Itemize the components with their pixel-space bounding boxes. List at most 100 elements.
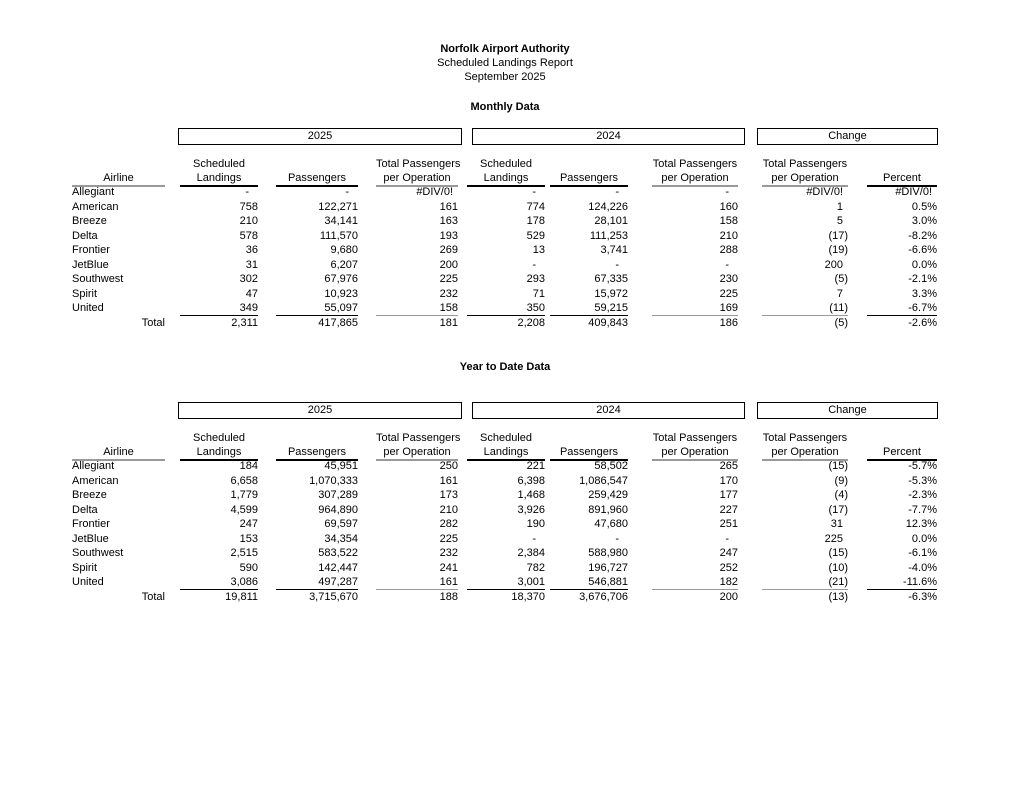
ytd-table: 2025 2024 Change Scheduled Total Passeng… <box>0 402 1025 604</box>
table-cell: 225 <box>719 287 738 300</box>
table-cell: 782 <box>526 561 545 574</box>
col-header-scheduled: Scheduled <box>193 432 245 444</box>
table-cell: 15,972 <box>594 287 628 300</box>
table-cell: 302 <box>239 273 258 285</box>
table-cell: 259,429 <box>588 489 628 501</box>
table-cell: 160 <box>719 200 738 213</box>
col-header-total-passengers: Total Passengers <box>376 432 461 444</box>
table-cell: 583,522 <box>318 547 358 559</box>
table-row: Frontier 36 9,680 269 13 3,741 288 (19) -6.6% <box>0 243 1025 258</box>
monthly-table: 2025 2024 Change Scheduled Total Passeng… <box>0 128 1025 330</box>
table-row: JetBlue 153 34,354 225 - - - 225 0.0% <box>0 532 1025 547</box>
table-cell: 71 <box>532 287 545 300</box>
col-header-total-passengers: Total Passengers <box>762 158 848 170</box>
table-cell: 241 <box>439 561 458 574</box>
col-header-scheduled: Scheduled <box>480 158 532 170</box>
table-cell: -6.3% <box>908 590 937 603</box>
ytd-column-header-line1: Scheduled Total Passengers Scheduled Tot… <box>0 431 1025 445</box>
col-header-per-operation: per Operation <box>652 171 738 187</box>
col-header-per-operation: per Operation <box>652 445 738 461</box>
table-cell: -2.3% <box>908 489 937 501</box>
airline-name: Breeze <box>72 489 107 501</box>
table-cell: (21) <box>762 575 848 590</box>
table-cell: 417,865 <box>318 316 358 329</box>
table-cell: -6.1% <box>908 547 937 559</box>
airline-name: Delta <box>72 503 98 516</box>
table-cell: -6.6% <box>908 244 937 256</box>
table-cell: - <box>725 532 729 545</box>
airline-name: United <box>72 576 104 588</box>
col-header-passengers: Passengers <box>276 445 358 461</box>
table-row: Breeze 210 34,141 163 178 28,101 158 5 3.0% <box>0 214 1025 229</box>
table-cell: 529 <box>526 229 545 242</box>
monthly-group-header-row: 2025 2024 Change <box>0 128 1025 145</box>
table-cell: 225 <box>439 532 458 545</box>
table-cell: -2.6% <box>908 316 937 329</box>
group-header-2025: 2025 <box>178 128 462 145</box>
table-row: Frontier 247 69,597 282 190 47,680 251 31 12.3% <box>0 517 1025 532</box>
table-cell: 774 <box>526 200 545 213</box>
table-cell: - <box>615 258 619 271</box>
col-header-percent: Percent <box>867 171 937 187</box>
col-header-percent: Percent <box>867 445 937 461</box>
table-cell: (15) <box>828 460 848 472</box>
airline-name: Allegiant <box>72 460 115 472</box>
table-cell: 190 <box>526 518 545 530</box>
table-cell: 230 <box>719 273 738 285</box>
table-cell: 34,141 <box>324 215 358 227</box>
ytd-column-header-line2: Airline Landings Passengers per Operatio… <box>0 445 1025 461</box>
table-cell: (4) <box>834 489 848 501</box>
table-cell: 158 <box>719 215 738 227</box>
table-cell: 1 <box>836 200 843 213</box>
table-row: Delta 578 111,570 193 529 111,253 210 (17) -8.2% <box>0 229 1025 244</box>
table-cell: -11.6% <box>867 575 937 590</box>
table-cell: 188 <box>439 590 458 603</box>
col-header-per-operation: per Operation <box>762 171 848 187</box>
table-cell: 293 <box>526 273 545 285</box>
group-header-2024: 2024 <box>472 402 745 419</box>
group-header-change: Change <box>757 402 938 419</box>
col-header-total-passengers: Total Passengers <box>762 432 848 444</box>
airline-name: Southwest <box>72 273 124 285</box>
table-cell: - <box>345 186 349 198</box>
table-row: JetBlue 31 6,207 200 - - - 200 0.0% <box>0 258 1025 273</box>
col-header-scheduled: Scheduled <box>193 158 245 170</box>
table-cell: (10) <box>828 561 848 574</box>
group-header-2024: 2024 <box>472 128 745 145</box>
table-cell: (9) <box>834 474 848 487</box>
table-cell: 1,086,547 <box>579 474 628 487</box>
table-row: Allegiant 184 45,951 250 221 58,502 265 (15) -5.… <box>0 459 1025 474</box>
airline-name: JetBlue <box>72 532 109 545</box>
table-cell: 247 <box>719 547 738 559</box>
table-row: Spirit 590 142,447 241 782 196,727 252 (10) -4.0… <box>0 561 1025 576</box>
report-title: Norfolk Airport Authority <box>440 43 570 55</box>
table-cell: 3,676,706 <box>579 590 628 603</box>
table-row: United 349 55,097 158 350 59,215 169 (11) -6.7% <box>0 301 1025 316</box>
table-cell: - <box>725 186 729 198</box>
table-cell: (17) <box>828 503 848 516</box>
table-cell: 3,001 <box>467 575 545 590</box>
col-header-airline: Airline <box>72 171 165 187</box>
table-cell: 3,715,670 <box>309 590 358 603</box>
table-cell: 169 <box>652 301 738 316</box>
table-total-row: Total 2,311 417,865 181 2,208 409,843 186 (5) -2… <box>0 316 1025 331</box>
table-cell: 590 <box>239 561 258 574</box>
table-cell: 19,811 <box>225 590 258 603</box>
table-cell: 232 <box>439 547 458 559</box>
table-cell: 5 <box>836 215 843 227</box>
table-cell: 350 <box>467 301 545 316</box>
table-cell: 891,960 <box>588 503 628 516</box>
col-header-passengers: Passengers <box>276 171 358 187</box>
table-cell: 0.5% <box>911 200 937 213</box>
table-cell: -5.7% <box>908 460 937 472</box>
table-cell: 210 <box>719 229 738 242</box>
table-cell: 3,741 <box>600 244 628 256</box>
table-cell: 0.0% <box>911 532 937 545</box>
table-cell: 31 <box>830 518 843 530</box>
group-header-change: Change <box>757 128 938 145</box>
airline-name: United <box>72 302 104 314</box>
table-cell: 4,599 <box>230 503 258 516</box>
table-cell: 251 <box>719 518 738 530</box>
table-cell: 2,515 <box>230 547 258 559</box>
table-cell: 111,253 <box>589 229 628 242</box>
